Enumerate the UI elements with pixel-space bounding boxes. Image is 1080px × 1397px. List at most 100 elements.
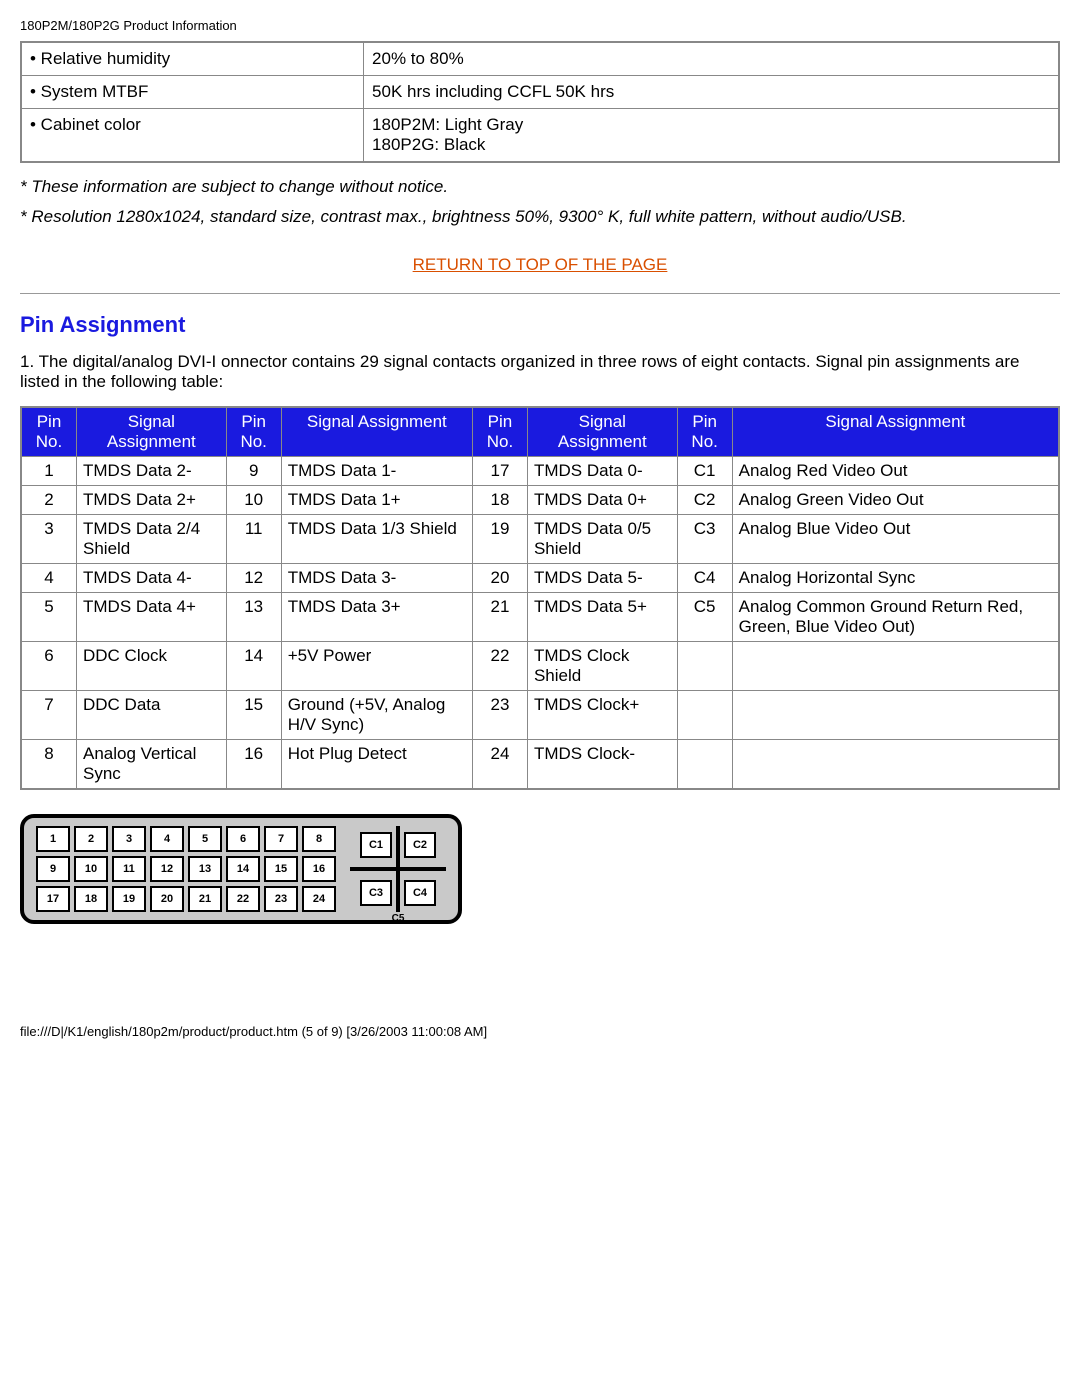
connector-pin: 18: [74, 886, 108, 912]
pin-signal: TMDS Data 4+: [77, 593, 227, 642]
pin-signal: +5V Power: [281, 642, 472, 691]
pin-signal: TMDS Data 2-: [77, 457, 227, 486]
divider: [20, 293, 1060, 294]
col-header-sig: Signal Assignment: [527, 407, 677, 457]
pin-number: 13: [226, 593, 281, 642]
pin-number: C5: [677, 593, 732, 642]
connector-pin: 12: [150, 856, 184, 882]
pin-signal: DDC Clock: [77, 642, 227, 691]
connector-pin: 10: [74, 856, 108, 882]
pin-signal: Analog Vertical Sync: [77, 740, 227, 790]
pin-number: [677, 691, 732, 740]
pin-signal: TMDS Data 1+: [281, 486, 472, 515]
pin-signal: [732, 642, 1059, 691]
pin-signal: Analog Green Video Out: [732, 486, 1059, 515]
table-row: • Cabinet color180P2M: Light Gray 180P2G…: [21, 109, 1059, 163]
pin-signal: TMDS Clock+: [527, 691, 677, 740]
connector-pin: 23: [264, 886, 298, 912]
pin-number: 21: [472, 593, 527, 642]
pin-number: 2: [21, 486, 77, 515]
table-row: 6DDC Clock14+5V Power22TMDS Clock Shield: [21, 642, 1059, 691]
pin-number: 20: [472, 564, 527, 593]
pin-signal: TMDS Data 5-: [527, 564, 677, 593]
connector-pin: 19: [112, 886, 146, 912]
pin-number: 17: [472, 457, 527, 486]
connector-pin: 11: [112, 856, 146, 882]
pin-signal: Analog Common Ground Return Red, Green, …: [732, 593, 1059, 642]
pin-signal: TMDS Clock Shield: [527, 642, 677, 691]
pin-number: [677, 642, 732, 691]
pin-number: 5: [21, 593, 77, 642]
connector-pin: 5: [188, 826, 222, 852]
connector-pin: 14: [226, 856, 260, 882]
pin-number: 3: [21, 515, 77, 564]
pin-signal: Analog Horizontal Sync: [732, 564, 1059, 593]
pin-number: 11: [226, 515, 281, 564]
pin-number: C2: [677, 486, 732, 515]
page-header: 180P2M/180P2G Product Information: [20, 18, 1060, 33]
section-title: Pin Assignment: [20, 312, 1060, 338]
note-change: * These information are subject to chang…: [20, 177, 1060, 197]
spec-value: 50K hrs including CCFL 50K hrs: [364, 76, 1059, 109]
connector-pin: 17: [36, 886, 70, 912]
connector-pin: 3: [112, 826, 146, 852]
return-top-link[interactable]: RETURN TO TOP OF THE PAGE: [413, 255, 668, 274]
pin-signal: TMDS Data 3-: [281, 564, 472, 593]
pin-number: 9: [226, 457, 281, 486]
pin-signal: TMDS Data 4-: [77, 564, 227, 593]
pin-number: 10: [226, 486, 281, 515]
pin-number: 19: [472, 515, 527, 564]
pin-number: 23: [472, 691, 527, 740]
spec-value: 180P2M: Light Gray 180P2G: Black: [364, 109, 1059, 163]
connector-pin: 9: [36, 856, 70, 882]
col-header-pin: Pin No.: [21, 407, 77, 457]
pin-number: 6: [21, 642, 77, 691]
connector-pin: 8: [302, 826, 336, 852]
section-description: 1. The digital/analog DVI-I onnector con…: [20, 352, 1060, 392]
connector-pin: 24: [302, 886, 336, 912]
pin-number: 7: [21, 691, 77, 740]
table-row: 7DDC Data15Ground (+5V, Analog H/V Sync)…: [21, 691, 1059, 740]
pin-number: 4: [21, 564, 77, 593]
pin-signal: [732, 740, 1059, 790]
pin-signal: Ground (+5V, Analog H/V Sync): [281, 691, 472, 740]
pin-signal: DDC Data: [77, 691, 227, 740]
pin-number: 22: [472, 642, 527, 691]
pin-number: 15: [226, 691, 281, 740]
connector-c2: C2: [404, 832, 436, 858]
pin-number: 12: [226, 564, 281, 593]
table-row: 3TMDS Data 2/4 Shield11TMDS Data 1/3 Shi…: [21, 515, 1059, 564]
pin-signal: TMDS Data 1-: [281, 457, 472, 486]
spec-label: • System MTBF: [21, 76, 364, 109]
connector-pin: 1: [36, 826, 70, 852]
pin-signal: Analog Blue Video Out: [732, 515, 1059, 564]
connector-pin: 16: [302, 856, 336, 882]
pin-number: 24: [472, 740, 527, 790]
pin-signal: TMDS Data 1/3 Shield: [281, 515, 472, 564]
spec-label: • Relative humidity: [21, 42, 364, 76]
pin-number: 1: [21, 457, 77, 486]
table-row: 1TMDS Data 2-9TMDS Data 1-17TMDS Data 0-…: [21, 457, 1059, 486]
page-footer: file:///D|/K1/english/180p2m/product/pro…: [20, 1024, 1060, 1039]
pin-signal: TMDS Data 0+: [527, 486, 677, 515]
col-header-sig: Signal Assignment: [732, 407, 1059, 457]
table-row: • Relative humidity20% to 80%: [21, 42, 1059, 76]
pin-signal: Analog Red Video Out: [732, 457, 1059, 486]
table-row: 4TMDS Data 4-12TMDS Data 3-20TMDS Data 5…: [21, 564, 1059, 593]
pin-number: 14: [226, 642, 281, 691]
pin-signal: Hot Plug Detect: [281, 740, 472, 790]
connector-pin: 21: [188, 886, 222, 912]
pin-number: 16: [226, 740, 281, 790]
table-row: • System MTBF50K hrs including CCFL 50K …: [21, 76, 1059, 109]
pin-number: 18: [472, 486, 527, 515]
pin-number: C4: [677, 564, 732, 593]
pin-signal: TMDS Data 2+: [77, 486, 227, 515]
spec-label: • Cabinet color: [21, 109, 364, 163]
table-row: 5TMDS Data 4+13TMDS Data 3+21TMDS Data 5…: [21, 593, 1059, 642]
note-resolution: * Resolution 1280x1024, standard size, c…: [20, 207, 1060, 227]
col-header-sig: Signal Assignment: [77, 407, 227, 457]
pin-number: C1: [677, 457, 732, 486]
pin-signal: TMDS Data 2/4 Shield: [77, 515, 227, 564]
connector-c5-label: C5: [392, 913, 405, 924]
col-header-sig: Signal Assignment: [281, 407, 472, 457]
